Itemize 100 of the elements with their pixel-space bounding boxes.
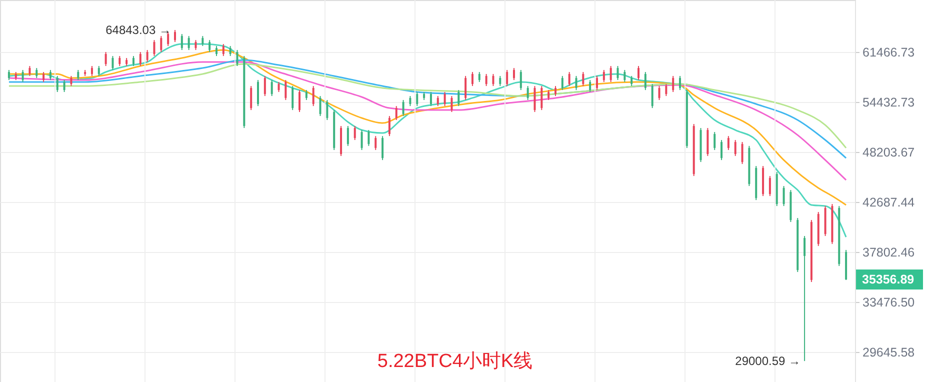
candlestick <box>257 80 260 107</box>
candlestick <box>160 36 162 53</box>
candlestick <box>658 86 660 100</box>
candlestick <box>492 73 494 87</box>
candlestick <box>706 128 709 156</box>
candlestick <box>734 140 736 156</box>
y-tick-label: 54432.73 <box>862 96 915 110</box>
candlestick <box>360 130 363 150</box>
candlestick <box>194 40 197 50</box>
y-tick-label: 61466.73 <box>862 46 915 60</box>
candlestick <box>236 49 238 67</box>
candlestick <box>561 75 564 91</box>
candlestick <box>575 75 578 91</box>
candlestick <box>672 75 674 92</box>
candlestick <box>22 69 24 82</box>
candlestick <box>727 136 730 150</box>
candlestick <box>326 99 328 121</box>
candlestick <box>610 66 612 82</box>
candlestick <box>28 66 31 76</box>
candlestick <box>63 80 66 92</box>
candlestick <box>278 82 280 92</box>
candlestick <box>112 56 114 70</box>
candlestick <box>374 136 377 150</box>
candlestick <box>153 40 156 57</box>
candlestick <box>458 90 460 107</box>
candlestick <box>395 106 398 121</box>
candlestick <box>402 99 404 117</box>
candlestick <box>436 96 439 107</box>
candlestick <box>782 186 785 207</box>
candlestick <box>554 86 556 97</box>
candlestick <box>630 75 633 87</box>
candlestick <box>292 86 294 111</box>
candlestick <box>416 92 418 107</box>
annotation: 64843.03 → <box>106 23 171 38</box>
candlestick <box>485 73 488 87</box>
text: 5.22BTC4小时K线 <box>377 351 533 372</box>
candlestick <box>506 69 508 87</box>
candlestick <box>638 66 640 81</box>
candlestick <box>450 96 453 112</box>
candlestick <box>568 72 570 87</box>
y-tick-label: 42687.44 <box>862 196 915 210</box>
candlestick <box>548 90 550 100</box>
candlestick <box>665 83 668 97</box>
candlestick <box>264 75 266 97</box>
candlestick <box>526 86 529 100</box>
candlestick <box>804 236 806 362</box>
candlestick <box>768 176 771 197</box>
candlestick <box>679 75 682 91</box>
candlestick <box>70 75 72 87</box>
candlestick <box>56 75 58 92</box>
candlestick <box>388 116 390 137</box>
candlestick <box>540 86 543 111</box>
y-tick-label: 33476.50 <box>862 295 915 310</box>
annotation: 29000.59 → <box>735 354 801 368</box>
candlestick <box>132 56 134 67</box>
line-series <box>8 61 847 181</box>
y-tick-label: 37802.46 <box>862 245 915 260</box>
candlestick <box>346 125 349 146</box>
candlestick <box>36 68 38 79</box>
candlestick <box>8 69 10 81</box>
y-tick-label: 29645.58 <box>862 345 915 360</box>
candlestick <box>146 49 148 63</box>
candlestick <box>180 34 183 50</box>
candlestick <box>471 72 474 87</box>
candlestick <box>284 80 287 100</box>
candlestick <box>174 30 176 43</box>
candlestick <box>208 40 211 53</box>
candlestick <box>464 75 467 100</box>
candlestick <box>298 90 301 112</box>
candlestick <box>354 125 356 141</box>
candlestick <box>49 69 52 81</box>
candlestick <box>139 52 142 67</box>
candlestick <box>499 75 502 87</box>
candlestick <box>589 80 592 92</box>
candlestick <box>596 75 598 91</box>
candlestick <box>90 66 93 76</box>
candlestick <box>222 44 224 57</box>
candlestick <box>651 83 654 109</box>
candlestick <box>616 66 619 81</box>
candlestick <box>250 86 252 111</box>
candlestick <box>512 68 515 81</box>
candlestick <box>167 32 170 47</box>
candlestick <box>312 86 314 107</box>
candlestick <box>319 96 322 117</box>
candlestick <box>202 36 204 47</box>
candlestick <box>188 36 190 50</box>
candlestick <box>229 46 232 57</box>
candlestick <box>270 80 273 97</box>
candlestick <box>741 141 744 164</box>
y-tick-label: 48203.67 <box>862 146 915 160</box>
candlestick <box>520 69 522 91</box>
candlestick <box>720 140 723 161</box>
candlestick <box>478 72 480 82</box>
candlestick <box>215 46 218 57</box>
candlestick <box>582 72 584 87</box>
candlestick <box>714 131 716 150</box>
candlestick <box>104 52 107 67</box>
candlestick <box>98 66 100 76</box>
candlestick <box>77 69 80 81</box>
candlestick <box>409 96 412 107</box>
